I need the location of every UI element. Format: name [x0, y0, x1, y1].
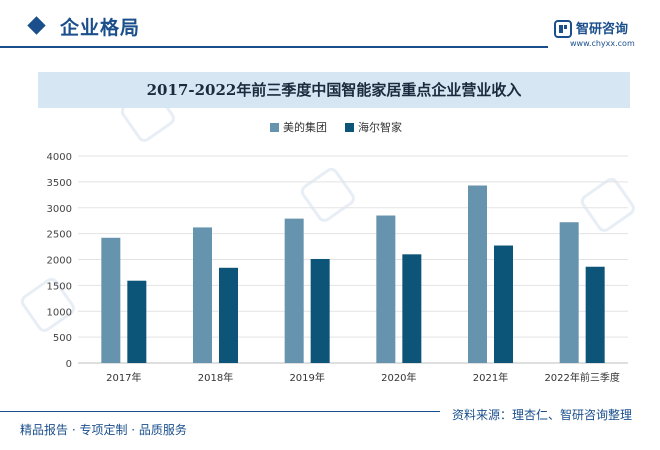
x-tick-label: 2022年前三季度 [544, 371, 619, 384]
brand-logo: 智研咨询 www.chyxx.com [554, 18, 638, 52]
footer-divider [0, 411, 440, 412]
legend-label: 美的集团 [283, 120, 327, 134]
chart-title-bar: 2017-2022年前三季度中国智能家居重点企业营业收入 [38, 72, 630, 108]
section-title: 企业格局 [60, 17, 141, 39]
bar [585, 266, 605, 363]
bar [310, 258, 330, 363]
y-tick-label: 2500 [47, 230, 72, 241]
x-tick-label: 2020年 [381, 371, 416, 384]
bar [559, 222, 579, 363]
logo-name: 智研咨询 [576, 22, 629, 37]
header-divider [0, 46, 548, 48]
x-tick-label: 2018年 [198, 371, 233, 384]
bar [376, 215, 396, 363]
bar [402, 254, 422, 363]
x-tick-label: 2017年 [106, 371, 141, 384]
footer-tagline: 精品报告 · 专项定制 · 品质服务 [20, 423, 187, 437]
x-tick-label: 2019年 [289, 371, 324, 384]
bar [101, 237, 121, 363]
y-tick-label: 2000 [47, 256, 72, 267]
y-tick-label: 1500 [47, 281, 72, 292]
bar [494, 245, 513, 363]
bar [284, 218, 304, 363]
legend-swatch [345, 123, 354, 132]
y-tick-label: 3000 [47, 204, 72, 215]
y-tick-label: 0 [66, 359, 72, 370]
bar [193, 227, 212, 363]
source-note: 资料来源：理杏仁、智研咨询整理 [452, 408, 633, 422]
bar [219, 267, 238, 363]
y-tick-label: 1000 [47, 307, 72, 318]
page-header: 企业格局 智研咨询 www.chyxx.com [0, 0, 660, 62]
y-tick-label: 500 [53, 333, 72, 344]
bar [468, 185, 487, 363]
x-tick-label: 2021年 [473, 371, 508, 384]
y-tick-label: 4000 [47, 152, 72, 163]
logo-url: www.chyxx.com [570, 39, 635, 48]
bar [127, 280, 147, 363]
y-tick-label: 3500 [47, 178, 72, 189]
chart-title: 2017-2022年前三季度中国智能家居重点企业营业收入 [146, 81, 522, 99]
chyxx-logo-icon [554, 20, 572, 38]
legend-label: 海尔智家 [358, 120, 402, 134]
legend-swatch [270, 123, 279, 132]
